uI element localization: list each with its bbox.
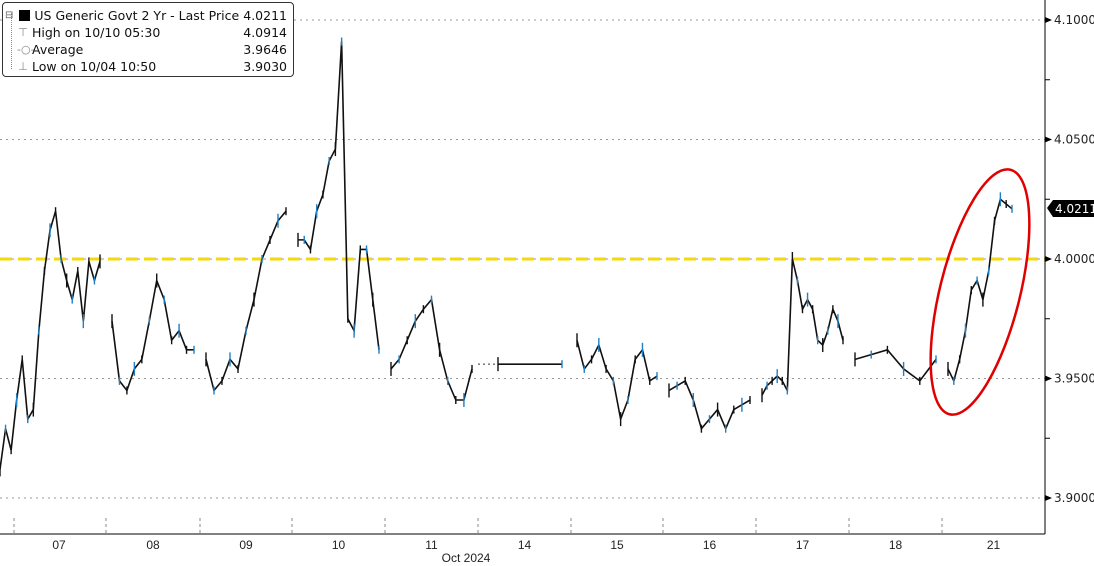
x-tick-label: 07 xyxy=(52,538,66,552)
legend-row-high: ⊤ High on 10/10 05:30 4.0914 xyxy=(13,24,287,41)
series-line-10 xyxy=(298,41,380,350)
y-tick-label: 3.9500 xyxy=(1054,372,1094,386)
y-tick-marker xyxy=(1045,17,1052,23)
legend-value: 4.0914 xyxy=(243,25,287,40)
x-tick-label: 21 xyxy=(987,538,1001,552)
highlight-ellipse xyxy=(929,168,1031,416)
y-tick-marker xyxy=(1045,495,1052,501)
legend-title: US Generic Govt 2 Yr - Last Price xyxy=(34,8,240,23)
x-tick-label: 18 xyxy=(889,538,903,552)
legend-row-last-price: ⊟ US Generic Govt 2 Yr - Last Price 4.02… xyxy=(5,7,287,24)
y-tick-label: 4.0500 xyxy=(1054,133,1094,147)
collapse-icon[interactable]: ⊟ xyxy=(5,10,14,21)
x-tick-label: 15 xyxy=(610,538,624,552)
price-series xyxy=(0,37,1013,477)
series-line-21 xyxy=(947,197,1013,384)
series-line-07 xyxy=(0,210,101,470)
y-axis: 4.1000 4.0500 4.0000 3.9500 3.9000 xyxy=(1045,13,1094,505)
series-line-17 xyxy=(761,258,844,396)
y-tick-marker xyxy=(1045,136,1052,143)
x-axis: 07 08 09 10 11 14 15 16 17 18 21 xyxy=(52,538,1000,552)
average-marker-icon: -○- xyxy=(17,43,35,56)
day-separators xyxy=(13,518,943,534)
x-axis-label: Oct 2024 xyxy=(442,551,491,565)
legend-row-average: -○- Average 3.9646 xyxy=(13,41,287,58)
series-line-15 xyxy=(576,340,658,423)
x-tick-label: 17 xyxy=(796,538,810,552)
y-tick-marker xyxy=(1045,256,1052,262)
series-line-11 xyxy=(390,297,473,401)
series-line-18 xyxy=(854,348,937,383)
legend-value: 3.9030 xyxy=(243,59,287,74)
last-price-label: 4.0211 xyxy=(1047,200,1094,217)
series-swatch-icon xyxy=(19,10,31,21)
legend-label: High on 10/10 05:30 xyxy=(32,25,161,40)
y-tick-marker xyxy=(1045,375,1052,382)
series-line-09 xyxy=(205,210,287,393)
legend: ⊟ US Generic Govt 2 Yr - Last Price 4.02… xyxy=(2,2,294,77)
x-tick-label: 16 xyxy=(703,538,717,552)
y-tick-label: 3.9000 xyxy=(1054,491,1094,505)
y-tick-label: 4.0000 xyxy=(1054,252,1094,266)
legend-row-low: ⊥ Low on 10/04 10:50 3.9030 xyxy=(13,58,287,75)
series-line-08 xyxy=(111,277,194,393)
x-tick-label: 10 xyxy=(332,538,346,552)
legend-value: 3.9646 xyxy=(243,42,287,57)
x-tick-label: 11 xyxy=(425,538,438,552)
high-marker-icon: ⊤ xyxy=(18,26,28,39)
x-tick-label: 08 xyxy=(146,538,160,552)
y-tick-label: 4.1000 xyxy=(1054,13,1094,27)
x-tick-label: 14 xyxy=(518,538,532,552)
x-tick-label: 09 xyxy=(239,538,253,552)
last-price-value: 4.0211 xyxy=(1055,202,1094,216)
legend-title-value: 4.0211 xyxy=(243,8,287,23)
legend-label: Average xyxy=(32,42,84,57)
legend-tree-line xyxy=(11,13,13,69)
legend-label: Low on 10/04 10:50 xyxy=(32,59,157,74)
low-marker-icon: ⊥ xyxy=(18,60,28,73)
